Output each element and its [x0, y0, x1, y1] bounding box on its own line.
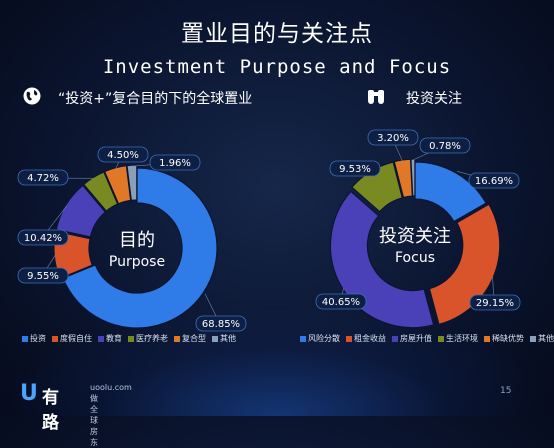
legend-item-0-5: 其他 [212, 333, 236, 344]
focus-legend: 风险分散 租金收益 房屋升值 生活环境 稀缺优势 其他 [300, 333, 554, 344]
data-label-1-4: 3.20% [377, 133, 409, 144]
legend-item-0-3: 医疗养老 [128, 333, 168, 344]
legend-item-0-2: 教育 [98, 333, 122, 344]
legend-label: 教育 [106, 333, 122, 344]
legend-label: 复合型 [182, 333, 206, 344]
center-label-0: 目的 [119, 230, 155, 251]
data-label-0-0: 68.85% [202, 319, 240, 330]
center-sublabel-1: Focus [395, 250, 435, 266]
purpose-legend: 投资 度假自住 教育 医疗养老 复合型 其他 [22, 333, 236, 344]
logo-mark: U [20, 381, 38, 406]
legend-swatch [438, 336, 444, 342]
legend-item-1-3: 生活环境 [438, 333, 478, 344]
legend-label: 医疗养老 [136, 333, 168, 344]
donut-chart-1: 16.69% 29.15% 40.65% 9.53% 3.20% 0.78% 投资关注 Foc… [316, 130, 520, 328]
legend-label: 其他 [220, 333, 236, 344]
legend-swatch [346, 336, 352, 342]
data-label-1-1: 29.15% [476, 298, 514, 309]
legend-swatch [484, 336, 490, 342]
legend-label: 度假自住 [60, 333, 92, 344]
page-number: 15 [500, 386, 511, 396]
data-label-1-5: 0.78% [429, 141, 461, 152]
legend-label: 房屋升值 [400, 333, 432, 344]
data-label-0-3: 4.72% [27, 173, 59, 184]
legend-swatch [22, 336, 28, 342]
center-sublabel-0: Purpose [109, 254, 165, 270]
data-label-0-2: 10.42% [24, 233, 62, 244]
data-label-0-1: 9.55% [27, 271, 59, 282]
legend-swatch [52, 336, 58, 342]
legend-swatch [392, 336, 398, 342]
legend-swatch [98, 336, 104, 342]
legend-item-1-0: 风险分散 [300, 333, 340, 344]
legend-label: 其他 [538, 333, 554, 344]
legend-swatch [128, 336, 134, 342]
donut-chart-0: 68.85% 9.55% 10.42% 4.72% 4.50% 1.96% 目的 Purpos… [18, 147, 246, 331]
data-label-1-3: 9.53% [339, 164, 371, 175]
legend-swatch [174, 336, 180, 342]
legend-item-1-2: 房屋升值 [392, 333, 432, 344]
legend-item-1-4: 稀缺优势 [484, 333, 524, 344]
legend-swatch [530, 336, 536, 342]
logo-name: 有路 [42, 383, 59, 433]
legend-item-0-1: 度假自住 [52, 333, 92, 344]
legend-swatch [212, 336, 218, 342]
legend-swatch [300, 336, 306, 342]
legend-label: 稀缺优势 [492, 333, 524, 344]
legend-item-0-4: 复合型 [174, 333, 206, 344]
center-label-1: 投资关注 [379, 226, 451, 247]
legend-label: 生活环境 [446, 333, 478, 344]
legend-item-1-1: 租金收益 [346, 333, 386, 344]
data-label-0-4: 4.50% [107, 150, 139, 161]
data-label-1-0: 16.69% [475, 176, 513, 187]
data-label-1-2: 40.65% [322, 297, 360, 308]
logo-slogan: 做全球房东 [90, 393, 98, 448]
legend-label: 租金收益 [354, 333, 386, 344]
logo-url: uoolu.com [90, 383, 132, 392]
legend-item-1-5: 其他 [530, 333, 554, 344]
charts-canvas: 68.85% 9.55% 10.42% 4.72% 4.50% 1.96% 目的 Purpos… [0, 0, 554, 416]
legend-label: 风险分散 [308, 333, 340, 344]
legend-label: 投资 [30, 333, 46, 344]
data-label-0-5: 1.96% [159, 158, 191, 169]
legend-item-0-0: 投资 [22, 333, 46, 344]
